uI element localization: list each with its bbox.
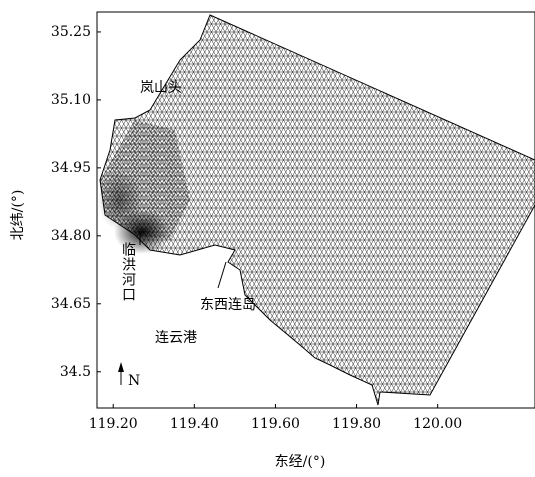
place-label: 岚山头 (140, 80, 182, 96)
place-label: N (128, 373, 140, 389)
y-tick-label: 34.80 (51, 228, 91, 244)
x-axis-title: 东经/(°) (275, 454, 326, 470)
place-label: 东西连岛 (200, 297, 256, 313)
y-tick-label: 35.25 (51, 24, 91, 40)
x-tick-label: 119.80 (332, 416, 381, 432)
y-tick-label: 35.10 (51, 92, 91, 108)
mesh (98, 15, 535, 405)
y-axis-title: 北纬/(°) (10, 190, 26, 241)
figure: 东经/(°) 北纬/(°) 119.20 119.40 119.60 119.80 12… (0, 0, 535, 473)
place-label: 临洪河口 (120, 242, 136, 302)
x-tick-label: 119.60 (251, 416, 300, 432)
x-tick-label: 119.40 (170, 416, 219, 432)
x-tick-label: 119.20 (89, 416, 138, 432)
y-tick-label: 34.5 (60, 364, 91, 380)
y-tick-label: 34.65 (51, 296, 91, 312)
x-tick-label: 120.00 (413, 416, 462, 432)
place-label: 连云港 (155, 330, 197, 346)
leader-line (218, 262, 226, 288)
north-arrow-head (118, 362, 124, 372)
y-tick-label: 34.95 (51, 160, 91, 176)
